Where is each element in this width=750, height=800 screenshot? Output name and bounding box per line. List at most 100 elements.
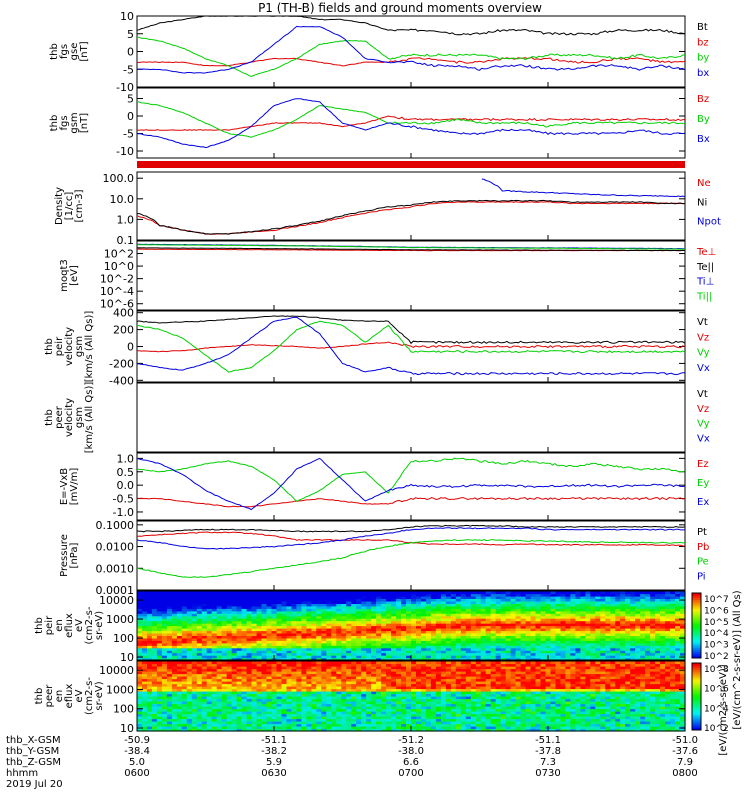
spectrogram-cell (460, 640, 467, 644)
spectrogram-cell (545, 593, 552, 597)
spectrogram-cell (470, 605, 477, 609)
spectrogram-cell (191, 623, 198, 627)
spectrogram-cell (411, 595, 417, 599)
spectrogram-cell (171, 688, 178, 692)
spectrogram-cell (171, 708, 178, 712)
spectrogram-cell (291, 711, 297, 715)
spectrogram-cell (256, 605, 263, 609)
spectrogram-cell (430, 613, 437, 617)
spectrogram-cell (381, 642, 387, 646)
spectrogram-cell (216, 615, 223, 619)
spectrogram-cell (231, 671, 238, 675)
spectrogram-cell (186, 663, 193, 667)
spectrogram-cell (565, 600, 571, 604)
spectrogram-cell (505, 625, 512, 629)
spectrogram-cell (470, 628, 477, 632)
spectrogram-cell (216, 637, 223, 641)
spectrogram-cell (296, 620, 302, 624)
y-tick-label: 0.0 (117, 479, 135, 492)
spectrogram-cell (316, 661, 322, 665)
spectrogram-cell (520, 615, 527, 619)
spectrogram-cell (266, 620, 273, 624)
spectrogram-cell (316, 642, 322, 646)
spectrogram-cell (221, 681, 228, 685)
spectrogram-cell (296, 603, 302, 607)
spectrogram-cell (196, 605, 203, 609)
spectrogram-cell (440, 645, 447, 649)
spectrogram-cell (371, 610, 377, 614)
spectrogram-cell (206, 645, 213, 649)
spectrogram-cell (281, 613, 288, 617)
spectrogram-cell (296, 728, 302, 732)
spectrogram-cell (176, 603, 183, 607)
spectrogram-cell (266, 652, 273, 656)
spectrogram-cell (640, 637, 646, 641)
spectrogram-cell (396, 630, 402, 634)
spectrogram-cell (196, 661, 203, 665)
spectrogram-cell (271, 610, 278, 614)
spectrogram-cell (356, 708, 362, 712)
spectrogram-cell (186, 671, 193, 675)
spectrogram-cell (411, 726, 417, 730)
spectrogram-cell (266, 623, 273, 627)
spectrogram-cell (211, 642, 218, 646)
spectrogram-cell (411, 718, 417, 722)
spectrogram-cell (545, 637, 552, 641)
spectrogram-cell (620, 632, 626, 636)
spectrogram-cell (406, 650, 412, 654)
spectrogram-cell (540, 591, 547, 595)
spectrogram-cell (356, 721, 362, 725)
y-axis-label: [km/s (All Qs)] (84, 311, 95, 383)
spectrogram-cell (525, 635, 532, 639)
spectrogram-cell (271, 650, 278, 654)
spectrogram-cell (440, 608, 447, 612)
spectrogram-cell (256, 657, 263, 661)
spectrogram-cell (296, 676, 302, 680)
spectrogram-cell (550, 613, 557, 617)
spectrogram-cell (485, 628, 492, 632)
spectrogram-cell (142, 603, 148, 607)
spectrogram-cell (196, 635, 203, 639)
spectrogram-cell (221, 605, 228, 609)
spectrogram-cell (495, 625, 502, 629)
spectrogram-cell (660, 613, 666, 617)
spectrogram-cell (675, 637, 681, 641)
spectrogram-cell (166, 615, 173, 619)
spectrogram-cell (291, 600, 297, 604)
spectrogram-cell (500, 610, 507, 614)
spectrogram-cell (171, 593, 178, 597)
spectrogram-cell (650, 598, 656, 602)
spectrogram-cell (186, 657, 193, 661)
spectrogram-cell (555, 652, 562, 656)
spectrogram-cell (301, 623, 307, 627)
spectrogram-cell (555, 610, 562, 614)
spectrogram-cell (411, 721, 417, 725)
spectrogram-cell (301, 645, 307, 649)
spectrogram-cell (425, 661, 432, 665)
spectrogram-cell (635, 603, 641, 607)
spectrogram-cell (251, 637, 258, 641)
spectrogram-cell (391, 613, 397, 617)
spectrogram-cell (406, 595, 412, 599)
spectrogram-cell (475, 600, 482, 604)
spectrogram-cell (266, 711, 273, 715)
spectrogram-cell (151, 615, 158, 619)
spectrogram-cell (147, 706, 153, 710)
spectrogram-cell (590, 595, 596, 599)
spectrogram-cell (166, 591, 173, 595)
spectrogram-cell (361, 713, 367, 717)
spectrogram-cell (241, 688, 248, 692)
spectrogram-cell (266, 678, 273, 682)
spectrogram-cell (301, 600, 307, 604)
spectrogram-cell (176, 647, 183, 651)
y-tick-label: -10 (116, 81, 134, 94)
spectrogram-cell (406, 591, 412, 595)
spectrogram-cell (396, 640, 402, 644)
spectrogram-cell (231, 676, 238, 680)
spectrogram-cell (510, 645, 517, 649)
spectrogram-cell (381, 635, 387, 639)
spectrogram-cell (361, 628, 367, 632)
spectrogram-cell (406, 635, 412, 639)
spectrogram-cell (421, 591, 427, 595)
spectrogram-cell (535, 613, 542, 617)
